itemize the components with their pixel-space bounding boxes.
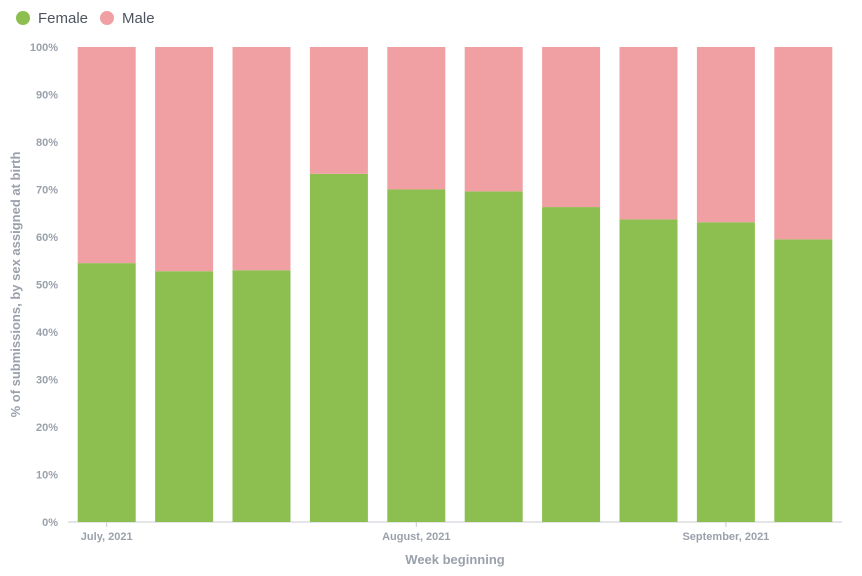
legend-label-female: Female — [38, 9, 89, 27]
bar-segment-female[interactable] — [77, 263, 136, 522]
y-tick-label: 80% — [36, 137, 58, 149]
bar-segment-male[interactable] — [77, 47, 136, 264]
legend-item-female[interactable]: Female — [16, 8, 88, 28]
bar-segment-male[interactable] — [619, 47, 678, 220]
bar-segment-male[interactable] — [464, 47, 523, 192]
bar-segment-female[interactable] — [309, 173, 368, 522]
bar-segment-male[interactable] — [232, 47, 291, 271]
bar-segment-female[interactable] — [619, 219, 678, 523]
chart-legend: Female Male — [16, 8, 155, 28]
x-tick-label: July, 2021 — [81, 531, 133, 543]
y-tick-label: 100% — [30, 42, 58, 54]
y-tick-label: 30% — [36, 375, 58, 387]
bar-segment-female[interactable] — [774, 239, 833, 522]
y-axis-title: % of submissions, by sex assigned at bir… — [8, 152, 23, 418]
bar-segment-female[interactable] — [696, 222, 755, 522]
y-tick-label: 50% — [36, 280, 58, 292]
bar-segment-male[interactable] — [542, 47, 601, 208]
legend-item-male[interactable]: Male — [100, 8, 155, 28]
bar-segment-female[interactable] — [155, 271, 214, 522]
y-tick-label: 70% — [36, 185, 58, 197]
bar-segment-male[interactable] — [696, 47, 755, 223]
y-tick-label: 60% — [36, 232, 58, 244]
bar-segment-female[interactable] — [387, 189, 446, 523]
y-tick-label: 90% — [36, 90, 58, 102]
female-swatch-icon — [16, 11, 30, 25]
bar-segment-female[interactable] — [464, 191, 523, 522]
x-axis-title: Week beginning — [405, 552, 504, 567]
x-tick-label: September, 2021 — [682, 531, 769, 543]
legend-label-male: Male — [122, 9, 155, 27]
bar-segment-female[interactable] — [542, 207, 601, 522]
bar-segment-male[interactable] — [155, 47, 214, 272]
bar-segment-male[interactable] — [387, 47, 446, 190]
y-tick-label: 10% — [36, 470, 58, 482]
x-tick-label: August, 2021 — [382, 531, 450, 543]
male-swatch-icon — [100, 11, 115, 25]
y-tick-label: 40% — [36, 327, 58, 339]
bar-segment-male[interactable] — [774, 47, 833, 240]
y-tick-label: 0% — [42, 517, 58, 529]
bar-segment-male[interactable] — [309, 47, 368, 174]
bar-segment-female[interactable] — [232, 270, 291, 522]
y-tick-label: 20% — [36, 422, 58, 434]
